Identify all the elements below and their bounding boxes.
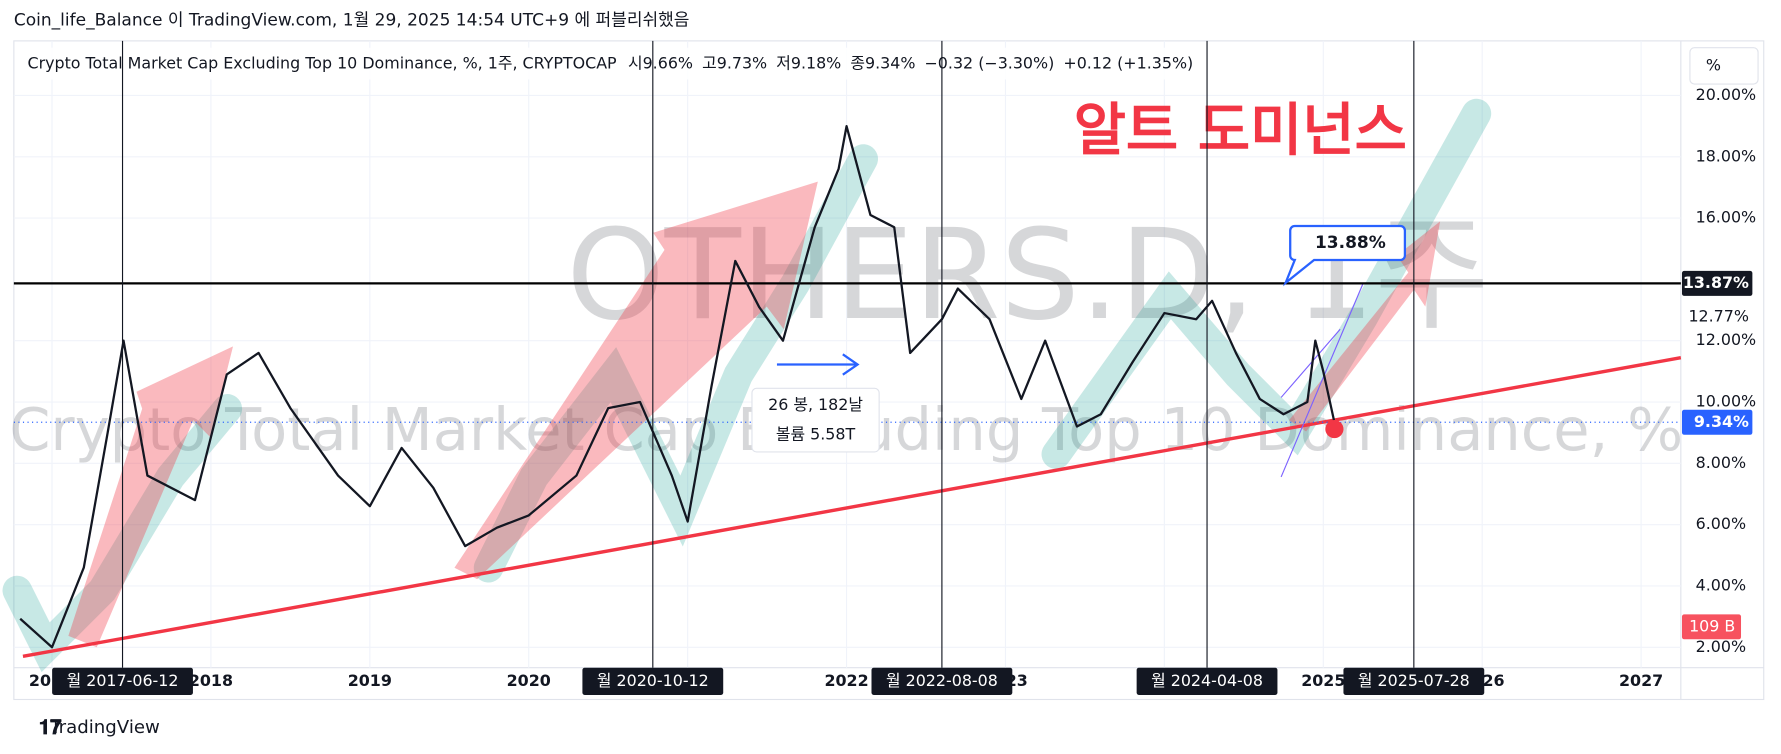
annotation-title: 알트 도미넌스: [1074, 98, 1407, 164]
range-volume: 볼륨 5.58T: [776, 424, 856, 443]
date-badge: [1343, 667, 1485, 695]
x-tick-label: 2027: [1619, 671, 1663, 690]
legend-ohlc: 고9.73%: [702, 53, 767, 72]
arrow: [1289, 221, 1441, 432]
y-tick-label: 2.00%: [1696, 637, 1746, 656]
legend: Crypto Total Market Cap Excluding Top 10…: [27, 53, 1193, 72]
publisher-line: Coin_life_Balance 이 TradingView.com, 1월 …: [14, 10, 690, 30]
scale-button-label[interactable]: %: [1706, 55, 1721, 74]
x-tick-label: 2019: [348, 671, 392, 690]
x-tick-label: 2025: [1301, 671, 1345, 690]
brand-logo-mark: 𝟏𝟕: [39, 715, 62, 739]
brand: TradingView: [49, 717, 160, 738]
date-badge-label: 월 2025-07-28: [1358, 671, 1470, 690]
teal-drawing: [2, 98, 1492, 673]
horizontal-line-label: 13.87%: [1683, 273, 1749, 292]
y-tick-label: 16.00%: [1696, 208, 1757, 227]
date-badge-label: 월 2024-04-08: [1151, 671, 1263, 690]
date-badge-label: 월 2022-08-08: [886, 671, 998, 690]
y-tick-label: 20.00%: [1696, 85, 1757, 104]
range-bars: 26 봉, 182날: [768, 395, 863, 414]
y-tick-label: 10.00%: [1696, 392, 1757, 411]
teal-stroke: [1041, 98, 1492, 469]
pink-arrows: [68, 181, 1441, 648]
channel-line: [1280, 328, 1341, 398]
legend-ohlc: 시9.66%: [628, 53, 693, 72]
callout-text: 13.88%: [1315, 233, 1386, 253]
date-badge: [582, 667, 724, 695]
x-tick-label: 2020: [507, 671, 551, 690]
callout: 13.88%: [1283, 224, 1407, 287]
price-line: [19, 125, 1336, 649]
range-arrow-head: [842, 353, 860, 376]
x-tick-label: 26: [1483, 671, 1505, 690]
axis-marker-label-bg: [1681, 304, 1753, 330]
x-tick-label: 2022: [824, 671, 868, 690]
horizontal-line-label-bg: [1681, 270, 1753, 296]
volume-label: 109 B: [1689, 616, 1735, 635]
y-tick-label: 18.00%: [1696, 146, 1757, 165]
volume-label-bg: [1681, 614, 1742, 640]
y-tick-label: 4.00%: [1696, 575, 1746, 594]
channel-line: [1280, 283, 1364, 478]
legend-ohlc: 저9.18%: [776, 53, 841, 72]
chart-frame: [13, 40, 1765, 701]
last-price-label: 9.34%: [1694, 412, 1749, 431]
y-tick-label: 12.00%: [1696, 330, 1757, 349]
x-tick-label: 20: [29, 671, 51, 690]
legend-backdrop: [16, 47, 1198, 80]
teal-stroke: [2, 394, 243, 673]
legend-ohlc: −0.32 (−3.30%): [925, 53, 1055, 72]
x-tick-label: 2018: [189, 671, 233, 690]
arrow: [454, 181, 818, 580]
range-tool: 26 봉, 182날 볼륨 5.58T: [751, 353, 880, 453]
legend-ohlc: +0.12 (+1.35%): [1063, 53, 1193, 72]
y-tick-label: 6.00%: [1696, 514, 1746, 533]
scale-button[interactable]: [1689, 47, 1759, 85]
y-tick-label: 8.00%: [1696, 453, 1746, 472]
callout-box: [1283, 224, 1407, 287]
date-badge: [871, 667, 1013, 695]
date-badge: [52, 667, 193, 695]
arrow: [68, 346, 234, 648]
last-point-marker: [1325, 419, 1344, 439]
last-price-label-bg: [1681, 409, 1753, 435]
date-badge: [1136, 667, 1278, 695]
date-badge-label: 월 2020-10-12: [597, 671, 709, 690]
legend-ohlc: 종9.34%: [850, 53, 915, 72]
date-badge-label: 월 2017-06-12: [67, 671, 179, 690]
legend-symbol: Crypto Total Market Cap Excluding Top 10…: [27, 53, 617, 72]
axis-marker-label: 12.77%: [1688, 307, 1749, 326]
range-box: [751, 387, 880, 453]
trend-line: [22, 356, 1682, 659]
